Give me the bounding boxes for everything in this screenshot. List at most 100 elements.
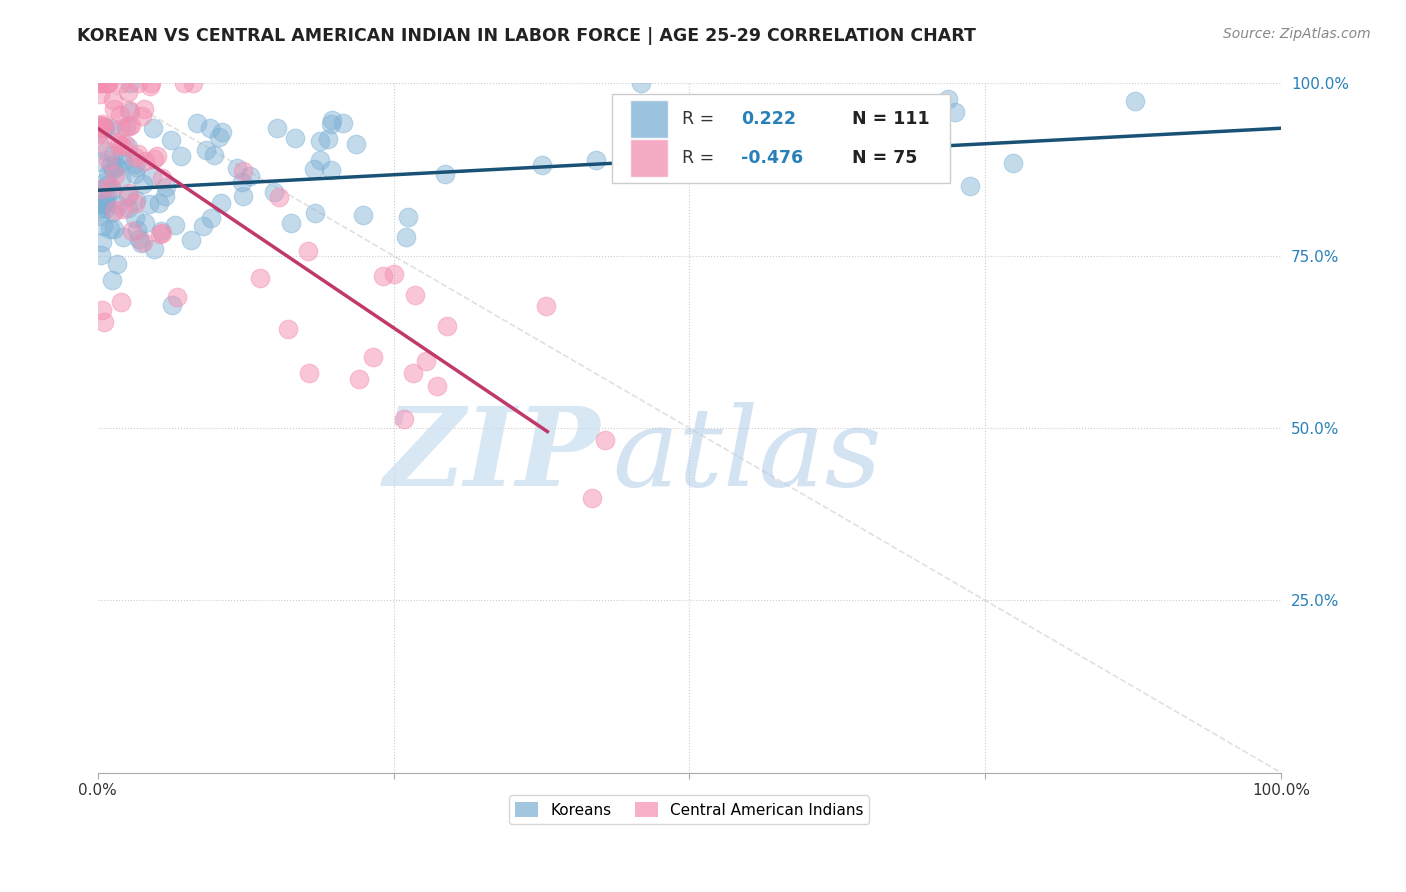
Point (141, 169, 163, 183)
Text: 0.222: 0.222 (741, 110, 796, 128)
Point (321, 117, 343, 131)
Point (209, 195, 232, 210)
Point (89, 87, 111, 101)
Point (226, 161, 249, 175)
Point (284, 130, 307, 145)
Point (114, 137, 136, 152)
Point (101, 148, 124, 162)
Point (105, 257, 128, 271)
Point (101, 183, 124, 197)
Point (318, 132, 340, 146)
Point (159, 133, 181, 147)
Point (93, 121, 115, 136)
Point (150, 170, 173, 185)
Point (531, 158, 554, 172)
Point (382, 268, 405, 282)
Point (304, 206, 326, 220)
Point (96, 77, 118, 91)
Point (945, 105, 967, 120)
Point (89, 183, 111, 197)
Point (630, 77, 652, 91)
Point (96, 167, 118, 181)
Point (361, 350, 384, 364)
Point (142, 121, 165, 136)
Point (153, 189, 176, 203)
Point (120, 105, 142, 120)
Point (125, 193, 148, 207)
Point (152, 226, 174, 240)
Point (1001, 155, 1024, 169)
Point (87, 126, 110, 140)
FancyBboxPatch shape (613, 94, 949, 184)
Point (103, 222, 125, 236)
Point (105, 160, 128, 174)
Point (309, 153, 332, 167)
Point (239, 169, 262, 183)
Point (96, 190, 118, 204)
Point (110, 121, 132, 136)
Text: ZIP: ZIP (384, 402, 600, 509)
Point (143, 152, 166, 166)
Point (110, 172, 132, 186)
Point (124, 196, 146, 211)
Point (232, 164, 254, 178)
Point (585, 153, 607, 167)
Point (132, 235, 155, 249)
Point (90, 182, 112, 196)
Point (404, 288, 426, 302)
Point (121, 223, 143, 237)
Point (811, 151, 834, 165)
Point (93, 315, 115, 329)
Point (139, 78, 162, 93)
Point (93, 77, 115, 91)
Point (89, 118, 111, 132)
Point (111, 147, 134, 161)
Point (111, 77, 134, 91)
Point (280, 216, 302, 230)
Point (115, 120, 138, 134)
Point (683, 108, 706, 122)
Point (145, 149, 167, 163)
Point (308, 134, 330, 148)
Point (97, 77, 120, 91)
Point (402, 366, 425, 380)
Point (193, 219, 215, 233)
Point (321, 112, 343, 127)
Text: N = 75: N = 75 (852, 149, 917, 168)
Point (1123, 94, 1146, 108)
Point (107, 198, 129, 212)
Point (96, 178, 118, 193)
Point (118, 119, 141, 133)
Point (111, 230, 134, 244)
Point (97, 77, 120, 91)
Point (150, 224, 173, 238)
Point (623, 161, 645, 176)
Point (93, 175, 115, 189)
Point (111, 139, 134, 153)
Legend: Koreans, Central American Indians: Koreans, Central American Indians (509, 796, 869, 823)
Point (94, 144, 117, 158)
Point (132, 102, 155, 116)
Point (202, 148, 225, 162)
FancyBboxPatch shape (630, 100, 668, 138)
Point (394, 412, 416, 426)
Point (124, 157, 146, 171)
Point (100, 158, 122, 172)
Point (134, 154, 156, 169)
Point (155, 180, 177, 194)
Point (124, 151, 146, 165)
Point (89, 197, 111, 211)
Point (936, 92, 959, 106)
Point (118, 186, 141, 200)
Point (94, 201, 117, 215)
Point (101, 93, 124, 107)
Point (93, 120, 115, 134)
Point (117, 85, 139, 99)
Point (433, 167, 456, 181)
Point (108, 137, 131, 152)
Point (165, 218, 187, 232)
Point (128, 232, 150, 246)
Point (89, 77, 111, 91)
Point (101, 204, 124, 219)
Point (141, 77, 163, 91)
